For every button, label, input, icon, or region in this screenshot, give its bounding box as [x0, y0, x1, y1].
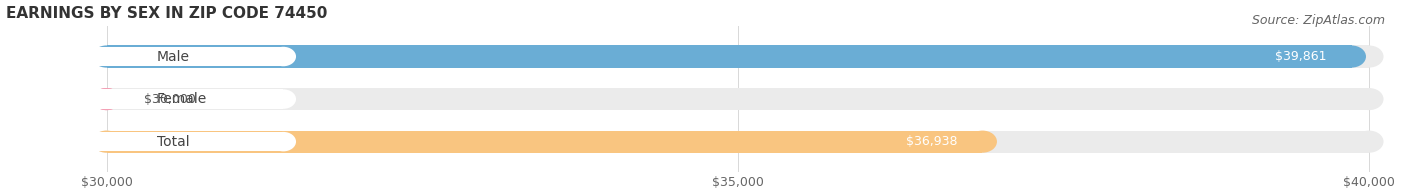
Ellipse shape	[18, 47, 44, 66]
Text: $39,861: $39,861	[1275, 50, 1326, 63]
Text: $30,000: $30,000	[145, 93, 197, 105]
Text: Source: ZipAtlas.com: Source: ZipAtlas.com	[1251, 14, 1385, 27]
Text: EARNINGS BY SEX IN ZIP CODE 74450: EARNINGS BY SEX IN ZIP CODE 74450	[6, 5, 328, 20]
Bar	[31, 89, 283, 109]
Ellipse shape	[270, 89, 297, 109]
Ellipse shape	[91, 45, 121, 68]
Ellipse shape	[91, 88, 121, 110]
Bar	[31, 47, 283, 66]
Bar	[107, 131, 983, 153]
Ellipse shape	[1354, 45, 1384, 68]
Bar	[107, 131, 1369, 153]
Ellipse shape	[91, 45, 121, 68]
Ellipse shape	[91, 131, 121, 153]
Bar	[107, 45, 1351, 68]
Ellipse shape	[1354, 131, 1384, 153]
Text: $36,938: $36,938	[905, 135, 957, 148]
Ellipse shape	[91, 88, 121, 110]
Text: Total: Total	[157, 135, 190, 149]
Bar	[107, 45, 1369, 68]
Text: Female: Female	[157, 92, 207, 106]
Ellipse shape	[18, 132, 44, 151]
Ellipse shape	[91, 88, 121, 110]
Bar	[107, 88, 1369, 110]
Ellipse shape	[1337, 45, 1367, 68]
Text: Male: Male	[157, 50, 190, 64]
Ellipse shape	[270, 132, 297, 151]
Ellipse shape	[1354, 88, 1384, 110]
Bar	[31, 132, 283, 151]
Ellipse shape	[91, 131, 121, 153]
Ellipse shape	[18, 89, 44, 109]
Ellipse shape	[270, 47, 297, 66]
Ellipse shape	[967, 131, 997, 153]
